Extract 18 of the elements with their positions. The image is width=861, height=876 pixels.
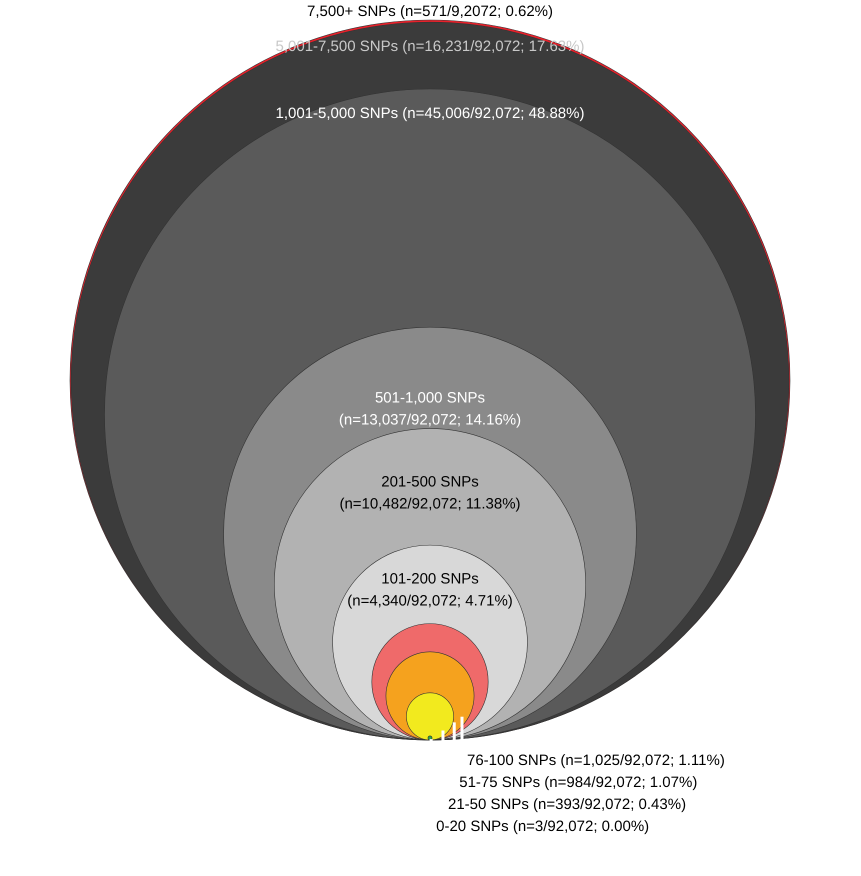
data-label: (n=571/9,2072; 0.62%) [400, 3, 554, 20]
category-label: 76-100 SNPs [467, 752, 556, 769]
category-label: 1,001-5,000 SNPs [276, 105, 398, 122]
data-label: (n=13,037/92,072; 14.16%) [338, 411, 522, 428]
data-label: (n=10,482/92,072; 11.38%) [339, 496, 521, 513]
data-label: (n=3/92,072; 0.00%) [512, 818, 650, 835]
category-label: 201-500 SNPs [381, 474, 479, 491]
data-label: (n=984/92,072; 1.07%) [544, 774, 698, 791]
category-label: 501-1,000 SNPs [374, 389, 486, 406]
data-label: (n=45,006/92,072; 48.88%) [402, 105, 584, 122]
category-label: 0-20 SNPs [436, 818, 509, 835]
category-label: 101-200 SNPs [381, 570, 479, 588]
data-label: (n=1,025/92,072; 1.11%) [560, 752, 725, 769]
category-label: 51-75 SNPs [459, 774, 540, 791]
data-label: (n=4,340/92,072; 4.71%) [347, 592, 513, 610]
category-label: 21-50 SNPs [448, 796, 529, 813]
category-label: 7,500+ SNPs [306, 3, 396, 20]
data-label: (n=393/92,072; 0.43%) [533, 796, 686, 813]
